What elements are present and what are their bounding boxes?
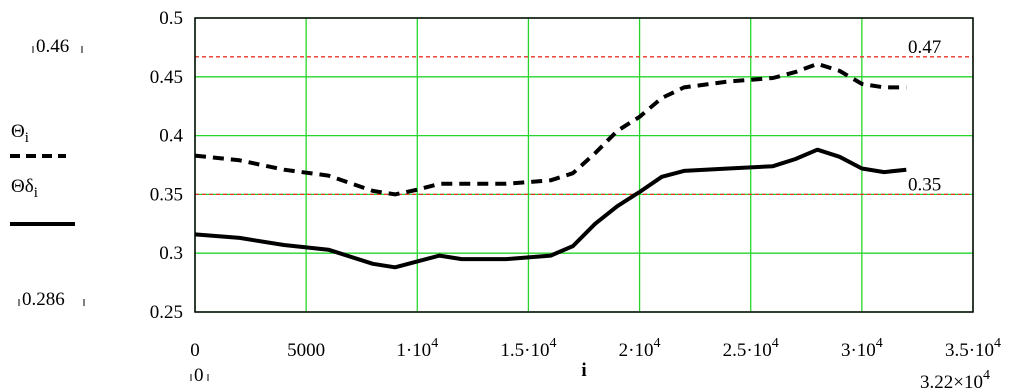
x-range-left-marker: 0	[194, 365, 204, 386]
y-tick-label: 0.45	[150, 67, 183, 88]
y-range-top-marker: 0.46	[36, 36, 69, 57]
x-tick-label: 1·104	[396, 336, 438, 361]
y-range-top-bracket	[32, 46, 83, 53]
reference-line-label: 0.47	[908, 37, 941, 58]
series-line-theta	[194, 61, 907, 197]
plot-frame	[194, 17, 974, 313]
series-line-theta-delta	[194, 147, 907, 270]
y-tick-label: 0.3	[159, 243, 183, 264]
legend-label-theta-delta: Θδi	[11, 176, 38, 201]
legend-label-theta: Θi	[11, 121, 29, 146]
x-range-right-marker: 3.22×104	[920, 368, 990, 392]
x-tick-label: 5000	[287, 340, 325, 361]
reference-line-label: 0.35	[908, 174, 941, 195]
x-tick-label: 2.5·104	[723, 336, 779, 361]
reference-lines: 0.47 0.35	[195, 37, 973, 195]
x-tick-label: 0	[190, 340, 200, 361]
x-axis-label: i	[581, 360, 586, 381]
x-range-left-bracket	[190, 374, 209, 381]
y-range-bottom-bracket	[18, 299, 85, 306]
y-tick-labels: 0.5 0.45 0.4 0.35 0.3 0.25	[150, 8, 184, 323]
y-tick-label: 0.35	[150, 184, 183, 205]
y-range-bottom-marker: 0.286	[22, 289, 65, 310]
x-tick-label: 1.5·104	[500, 336, 556, 361]
x-tick-labels: 0 5000 1·104 1.5·104 2·104 2.5·104 3·104 3.5·10…	[190, 336, 1001, 361]
x-tick-label: 2·104	[619, 336, 661, 361]
data-series	[194, 61, 907, 270]
x-tick-label: 3·104	[841, 336, 883, 361]
y-tick-label: 0.5	[159, 8, 183, 29]
x-tick-label: 3.5·104	[945, 336, 1001, 361]
y-tick-label: 0.4	[159, 126, 183, 147]
y-tick-label: 0.25	[150, 302, 183, 323]
